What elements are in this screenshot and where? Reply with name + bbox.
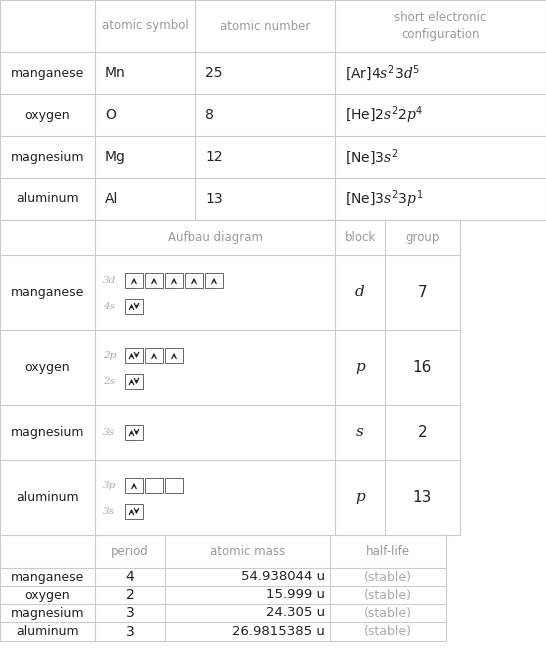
Text: (stable): (stable) [364, 588, 412, 601]
Text: 26.9815385 u: 26.9815385 u [232, 625, 325, 638]
Bar [165, 273, 183, 288]
Text: 13: 13 [413, 490, 432, 505]
Bar [205, 273, 223, 288]
Text: manganese: manganese [11, 571, 84, 584]
Text: oxygen: oxygen [25, 588, 70, 601]
Text: 13: 13 [205, 192, 223, 206]
Text: Mn: Mn [105, 66, 126, 80]
Text: 15.999 u: 15.999 u [266, 588, 325, 601]
Text: atomic number: atomic number [220, 20, 310, 32]
Bar [125, 478, 143, 493]
Text: s: s [356, 426, 364, 439]
Text: group: group [405, 231, 440, 244]
Text: block: block [345, 231, 376, 244]
Bar [125, 504, 143, 519]
Text: manganese: manganese [11, 286, 84, 299]
Text: 7: 7 [418, 285, 428, 300]
Bar [125, 374, 143, 389]
Text: 8: 8 [205, 108, 214, 122]
Text: 3: 3 [126, 625, 134, 638]
Text: Aufbau diagram: Aufbau diagram [168, 231, 263, 244]
Bar [145, 273, 163, 288]
Text: 16: 16 [413, 360, 432, 375]
Text: 2s: 2s [103, 377, 115, 386]
Text: 3s: 3s [103, 507, 115, 516]
Text: 2p: 2p [103, 351, 116, 360]
Text: atomic symbol: atomic symbol [102, 20, 188, 32]
Text: O: O [105, 108, 116, 122]
Text: 12: 12 [205, 150, 223, 164]
Bar [145, 478, 163, 493]
Text: p: p [355, 361, 365, 374]
Text: 3: 3 [126, 606, 134, 620]
Bar [145, 348, 163, 363]
Text: Mg: Mg [105, 150, 126, 164]
Text: oxygen: oxygen [25, 109, 70, 122]
Text: (stable): (stable) [364, 571, 412, 584]
Text: (stable): (stable) [364, 606, 412, 619]
Text: half-life: half-life [366, 545, 410, 558]
Text: aluminum: aluminum [16, 192, 79, 205]
Bar [125, 425, 143, 440]
Bar [125, 273, 143, 288]
Bar [185, 273, 203, 288]
Text: $\mathregular{[Ne]3}s^{\mathregular{2}}$: $\mathregular{[Ne]3}s^{\mathregular{2}}$ [345, 147, 399, 167]
Text: Al: Al [105, 192, 118, 206]
Text: 54.938044 u: 54.938044 u [241, 571, 325, 584]
Text: $\mathregular{[Ar]4}s^{\mathregular{2}}\mathregular{3}d^{\mathregular{5}}$: $\mathregular{[Ar]4}s^{\mathregular{2}}\… [345, 63, 420, 83]
Text: 2: 2 [126, 588, 134, 602]
Text: short electronic
configuration: short electronic configuration [394, 11, 486, 41]
Text: (stable): (stable) [364, 625, 412, 638]
Text: d: d [355, 285, 365, 300]
Text: oxygen: oxygen [25, 361, 70, 374]
Text: magnesium: magnesium [11, 606, 84, 619]
Bar [165, 478, 183, 493]
Text: 2: 2 [418, 425, 428, 440]
Text: p: p [355, 491, 365, 504]
Text: magnesium: magnesium [11, 151, 84, 164]
Text: $\mathregular{[He]2}s^{\mathregular{2}}\mathregular{2}p^{\mathregular{4}}$: $\mathregular{[He]2}s^{\mathregular{2}}\… [345, 104, 424, 126]
Text: magnesium: magnesium [11, 426, 84, 439]
Text: manganese: manganese [11, 66, 84, 79]
Text: atomic mass: atomic mass [210, 545, 285, 558]
Text: 3s: 3s [103, 428, 115, 437]
Text: period: period [111, 545, 149, 558]
Text: aluminum: aluminum [16, 625, 79, 638]
Text: 25: 25 [205, 66, 223, 80]
Bar [125, 348, 143, 363]
Text: 3d: 3d [103, 276, 116, 285]
Bar [125, 299, 143, 314]
Text: 3p: 3p [103, 481, 116, 490]
Bar [165, 348, 183, 363]
Text: 4: 4 [126, 570, 134, 584]
Text: aluminum: aluminum [16, 491, 79, 504]
Text: $\mathregular{[Ne]3}s^{\mathregular{2}}\mathregular{3}p^{\mathregular{1}}$: $\mathregular{[Ne]3}s^{\mathregular{2}}\… [345, 188, 424, 210]
Text: 4s: 4s [103, 302, 115, 311]
Text: 24.305 u: 24.305 u [266, 606, 325, 619]
